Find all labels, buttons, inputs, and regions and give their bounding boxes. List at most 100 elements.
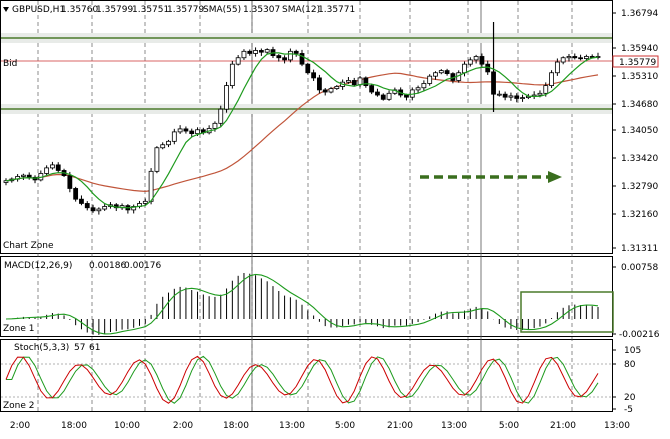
time-tick: 5:00 (499, 421, 519, 431)
candle-body (293, 50, 299, 54)
candle-body (154, 147, 160, 172)
price-tick: 1.35310 (621, 72, 658, 82)
candle-body (241, 50, 247, 59)
candle-body (26, 174, 32, 178)
sma-slow-value: 1.35307 (243, 5, 280, 15)
candle-body (195, 129, 200, 135)
candle-body (282, 57, 287, 61)
candle-body (537, 92, 543, 96)
price-axis[interactable]: 1.36794 1.35940 1.35310 1.34680 1.34050 … (612, 9, 658, 254)
stoch-main-value: 57 (74, 343, 85, 353)
candle-body (583, 56, 589, 60)
candle-body (84, 203, 90, 209)
candle-body (473, 56, 479, 61)
macd-signal-line (5, 273, 599, 335)
candle-body (276, 55, 282, 59)
candle-body (224, 85, 229, 110)
macd-axis-bottom: -0.00216 (619, 330, 660, 340)
chart-zone-label: Chart Zone (3, 241, 54, 251)
high-value: 1.35799 (96, 5, 133, 15)
candle-body (427, 75, 433, 84)
sma-55-line (5, 72, 599, 193)
time-tick: 10:00 (114, 421, 140, 431)
close-value: 1.35779 (167, 5, 204, 15)
zone2-label: Zone 2 (3, 401, 35, 411)
candle-body (229, 63, 235, 87)
candle-body (444, 70, 450, 75)
candle-body (357, 77, 363, 86)
sma-fast-label: SMA(12) (282, 5, 320, 15)
candle-body (96, 208, 102, 212)
resistance-level[interactable] (1, 33, 612, 43)
candle-body (102, 206, 108, 210)
candle-body (578, 57, 583, 60)
time-tick: 13:00 (604, 421, 630, 431)
candle-body (317, 77, 322, 91)
candle-body (148, 170, 154, 202)
candle-body (479, 56, 485, 65)
price-tick: 1.34680 (621, 100, 658, 110)
time-tick: 13:00 (279, 421, 305, 431)
stoch-axis-label: -5 (624, 405, 633, 415)
candle-body (189, 130, 195, 135)
candle-body (73, 188, 79, 200)
candle-body (421, 83, 427, 89)
candle-body (328, 88, 334, 93)
time-tick: 2:00 (173, 421, 193, 431)
candle-body (560, 57, 566, 63)
stochastic-lines (5, 355, 599, 404)
macd-highlight-box[interactable] (520, 291, 614, 333)
candle-body (305, 63, 311, 74)
candle-body (433, 72, 438, 77)
candle-body (183, 128, 189, 132)
candle-body (508, 95, 514, 98)
stoch-signal-value: 61 (89, 343, 100, 353)
candle-body (142, 200, 148, 204)
support-level[interactable] (1, 104, 612, 114)
price-tick: 1.31311 (621, 244, 658, 254)
candle-body (438, 70, 444, 74)
chart-header: GBPUSD,H1 1.35760 1.35799 1.35751 1.3577… (3, 5, 355, 15)
stoch-signal-polyline (6, 355, 599, 404)
candle-body (21, 174, 26, 177)
bid-label: Bid (3, 59, 17, 69)
symbol-triangle-icon (3, 7, 9, 12)
candle-body (90, 207, 96, 212)
macd-main-value: 0.00186 (89, 261, 126, 271)
candle-body (369, 85, 375, 93)
time-tick: 21:00 (550, 421, 576, 431)
candle-body (131, 206, 137, 211)
candle-body (253, 50, 258, 54)
time-tick: 5:00 (335, 421, 355, 431)
candle-body (67, 175, 73, 189)
macd-header: MACD(12,26,9) 0.00186 0.00176 (4, 261, 161, 271)
candle-body (311, 72, 317, 79)
time-axis[interactable]: 2:00 18:00 10:00 2:00 18:00 13:00 5:00 2… (10, 421, 630, 431)
candle-body (386, 92, 392, 100)
sma-slow-label: SMA(55) (203, 5, 241, 15)
candle-body (496, 93, 502, 96)
price-tick: 1.33420 (621, 154, 658, 164)
candle-body (462, 63, 467, 74)
macd-axis-top: 0.00758 (621, 263, 658, 273)
stoch-header: Stoch(5,3,3) 57 61 (14, 343, 100, 353)
open-value: 1.35760 (61, 5, 98, 15)
sma-fast-polyline (5, 52, 599, 209)
price-tick: 1.36794 (621, 9, 658, 19)
candle-body (258, 50, 264, 53)
candle-body (502, 93, 508, 98)
sma-12-line (5, 52, 599, 209)
stoch-axis: 105 80 20 -5 (612, 346, 641, 415)
candle-body (264, 49, 270, 53)
current-price-value: 1.35779 (619, 58, 656, 68)
candle-body (514, 95, 520, 99)
price-tick: 1.35940 (621, 44, 658, 54)
low-value: 1.35751 (132, 5, 169, 15)
stoch-axis-label: 80 (624, 360, 636, 370)
time-tick: 2:00 (10, 421, 30, 431)
stoch-axis-label: 20 (624, 393, 636, 403)
price-tick: 1.32790 (621, 182, 658, 192)
candle-body (346, 80, 351, 83)
sma-slow-polyline (5, 72, 599, 193)
